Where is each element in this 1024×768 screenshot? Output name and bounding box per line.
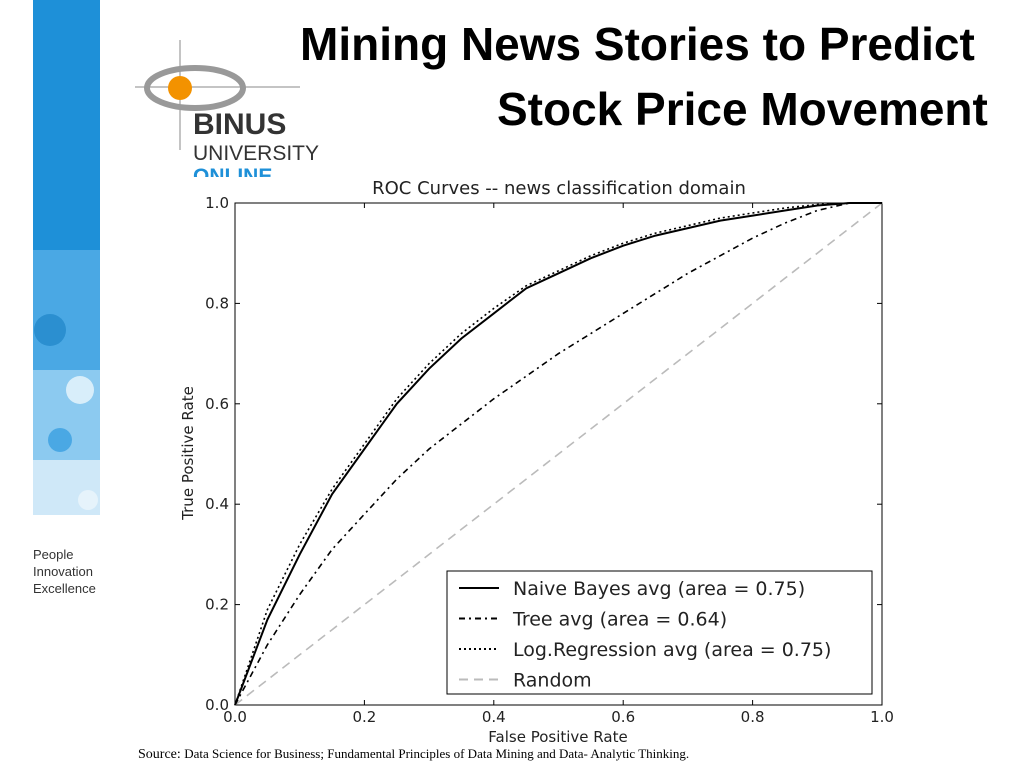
legend-label: Random bbox=[513, 670, 592, 692]
tagline: Innovation bbox=[33, 564, 93, 579]
x-tick-label: 0.4 bbox=[482, 708, 506, 726]
y-tick-label: 0.8 bbox=[205, 294, 229, 312]
y-tick-label: 0.4 bbox=[205, 495, 229, 513]
legend-label: Tree avg (area = 0.64) bbox=[512, 609, 727, 631]
chart-title: ROC Curves -- news classification domain bbox=[372, 178, 746, 199]
source-label: Source: bbox=[138, 747, 181, 762]
y-tick-label: 0.0 bbox=[205, 696, 229, 714]
y-tick-label: 0.6 bbox=[205, 395, 229, 413]
slide-title: Stock Price Movement bbox=[497, 83, 988, 135]
legend-label: Naive Bayes avg (area = 0.75) bbox=[513, 578, 805, 600]
logo-text: ONLINE bbox=[193, 165, 272, 188]
slide-title: Mining News Stories to Predict bbox=[300, 18, 975, 70]
legend: Naive Bayes avg (area = 0.75) Tree avg (a… bbox=[446, 570, 873, 695]
x-tick-label: 0.0 bbox=[223, 708, 247, 726]
y-tick-label: 0.2 bbox=[205, 596, 229, 614]
plot-frame bbox=[234, 202, 883, 706]
logo-clip: ONLINE bbox=[193, 165, 272, 188]
decor-strip bbox=[33, 0, 100, 515]
y-tick-label: 1.0 bbox=[205, 194, 229, 212]
source: Source: Data Science for Business; Funda… bbox=[138, 746, 689, 762]
x-tick-label: 0.2 bbox=[352, 708, 376, 726]
series-line bbox=[234, 202, 883, 706]
logo: BINUS UNIVERSITY ONLINE bbox=[135, 40, 319, 188]
legend-box bbox=[446, 570, 873, 695]
source-text: Data Science for Business; Fundamental P… bbox=[184, 746, 689, 761]
x-tick-label: 0.8 bbox=[741, 708, 765, 726]
series-line bbox=[234, 202, 882, 706]
y-axis-label: True Positive Rate bbox=[179, 386, 197, 521]
series-line bbox=[234, 202, 882, 706]
x-tick-label: 0.6 bbox=[611, 708, 635, 726]
series-line bbox=[234, 202, 882, 706]
x-axis-label: False Positive Rate bbox=[488, 728, 627, 746]
tagline: Excellence bbox=[33, 581, 96, 596]
logo-text: BINUS bbox=[193, 108, 286, 141]
tagline: People bbox=[33, 547, 73, 562]
legend-label: Log.Regression avg (area = 0.75) bbox=[513, 639, 831, 661]
logo-text: UNIVERSITY bbox=[193, 142, 319, 165]
x-tick-label: 1.0 bbox=[870, 708, 894, 726]
